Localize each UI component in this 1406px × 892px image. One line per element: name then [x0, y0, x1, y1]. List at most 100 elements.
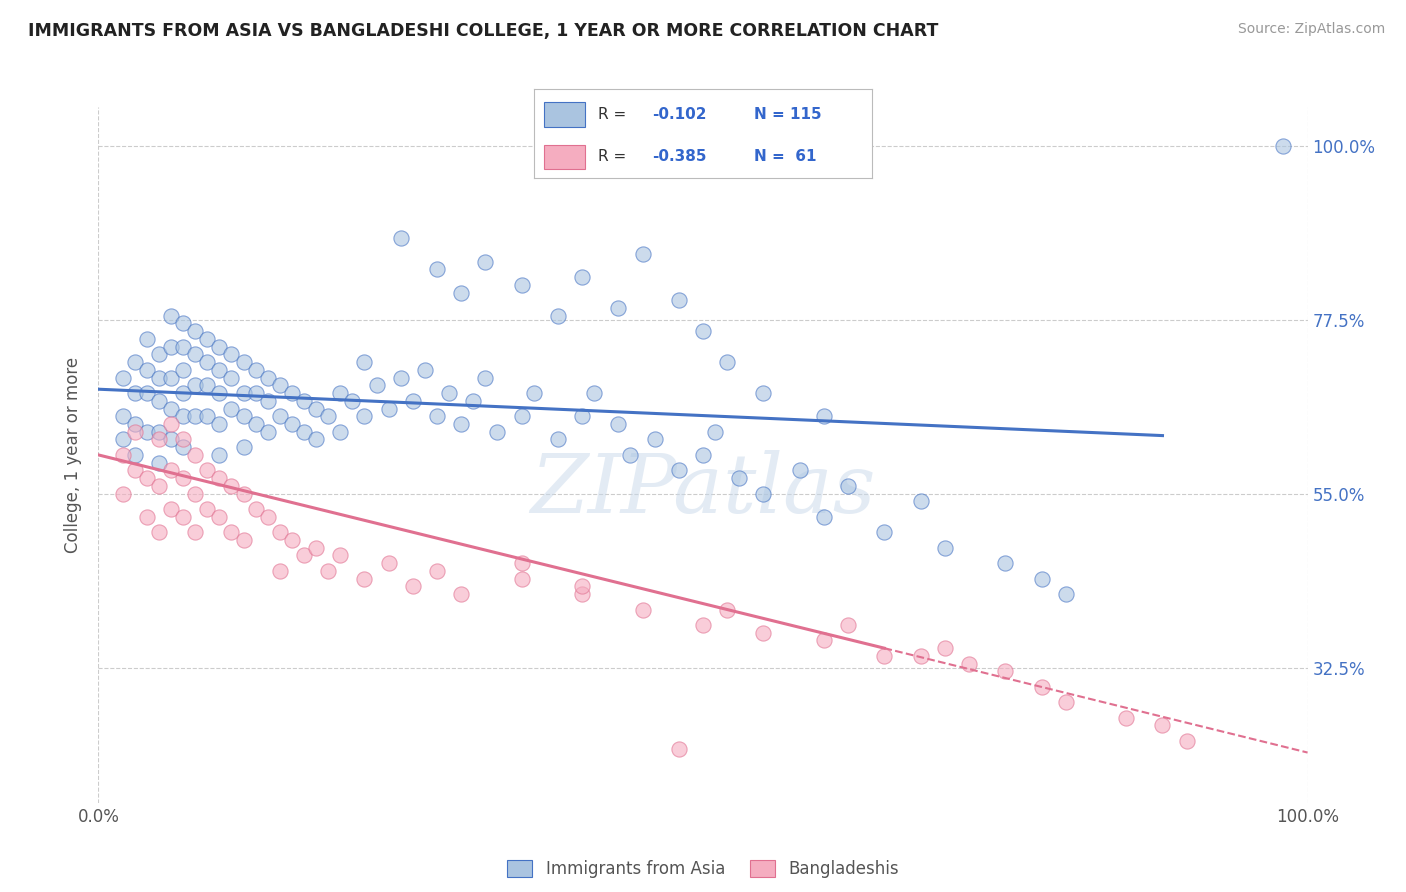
- Point: [195, 409, 218, 424]
- Point: [1031, 680, 1053, 694]
- Point: [486, 425, 509, 439]
- Point: [256, 370, 278, 384]
- Point: [124, 448, 146, 462]
- Point: [195, 463, 218, 477]
- Point: [160, 370, 183, 384]
- Point: [1175, 734, 1198, 748]
- Point: [547, 309, 569, 323]
- Point: [353, 572, 375, 586]
- Point: [910, 494, 932, 508]
- Point: [910, 648, 932, 663]
- Text: N = 115: N = 115: [754, 107, 821, 121]
- Point: [994, 556, 1017, 570]
- Point: [463, 393, 485, 408]
- Point: [148, 347, 170, 361]
- Point: [208, 340, 231, 354]
- Point: [329, 425, 352, 439]
- Point: [148, 393, 170, 408]
- Point: [873, 648, 896, 663]
- Point: [148, 479, 170, 493]
- Point: [692, 448, 714, 462]
- Point: [813, 509, 835, 524]
- Point: [402, 579, 425, 593]
- Point: [160, 502, 183, 516]
- Point: [316, 409, 339, 424]
- Point: [752, 486, 775, 500]
- Point: [160, 401, 183, 416]
- Point: [437, 386, 460, 401]
- Point: [245, 363, 267, 377]
- Text: N =  61: N = 61: [754, 150, 815, 164]
- Point: [644, 433, 666, 447]
- Point: [704, 425, 727, 439]
- Point: [245, 502, 267, 516]
- Point: [172, 363, 194, 377]
- Point: [148, 433, 170, 447]
- Point: [353, 355, 375, 369]
- Point: [752, 625, 775, 640]
- Point: [583, 386, 606, 401]
- Point: [1152, 718, 1174, 732]
- Point: [510, 556, 533, 570]
- Point: [305, 541, 328, 555]
- Point: [172, 386, 194, 401]
- Point: [450, 417, 472, 431]
- Point: [413, 363, 436, 377]
- Point: [873, 525, 896, 540]
- Point: [269, 378, 291, 392]
- Point: [172, 471, 194, 485]
- Point: [281, 417, 304, 431]
- Point: [571, 587, 593, 601]
- Point: [389, 370, 412, 384]
- Point: [607, 301, 630, 315]
- Text: Source: ZipAtlas.com: Source: ZipAtlas.com: [1237, 22, 1385, 37]
- Point: [111, 433, 134, 447]
- Point: [292, 425, 315, 439]
- Point: [957, 657, 980, 671]
- Point: [389, 231, 412, 245]
- Point: [1115, 711, 1137, 725]
- Point: [607, 417, 630, 431]
- Point: [269, 409, 291, 424]
- Point: [148, 425, 170, 439]
- Point: [221, 401, 243, 416]
- Point: [111, 409, 134, 424]
- Point: [195, 378, 218, 392]
- Point: [329, 386, 352, 401]
- Point: [269, 525, 291, 540]
- Point: [631, 602, 654, 616]
- Point: [184, 409, 207, 424]
- Point: [716, 602, 738, 616]
- Point: [474, 370, 496, 384]
- Point: [292, 393, 315, 408]
- Legend: Immigrants from Asia, Bangladeshis: Immigrants from Asia, Bangladeshis: [501, 854, 905, 885]
- Point: [135, 471, 157, 485]
- Point: [221, 347, 243, 361]
- Point: [195, 502, 218, 516]
- Point: [135, 332, 157, 346]
- Point: [160, 433, 183, 447]
- Point: [342, 393, 364, 408]
- Text: -0.385: -0.385: [652, 150, 707, 164]
- Y-axis label: College, 1 year or more: College, 1 year or more: [65, 357, 83, 553]
- Point: [124, 386, 146, 401]
- Point: [426, 262, 449, 277]
- Point: [172, 440, 194, 454]
- Point: [232, 386, 254, 401]
- Point: [510, 409, 533, 424]
- Point: [160, 417, 183, 431]
- Point: [160, 463, 183, 477]
- Point: [184, 347, 207, 361]
- Point: [281, 533, 304, 547]
- Point: [135, 425, 157, 439]
- Point: [245, 417, 267, 431]
- Point: [208, 386, 231, 401]
- Point: [232, 440, 254, 454]
- Point: [208, 363, 231, 377]
- Point: [692, 618, 714, 632]
- Point: [292, 549, 315, 563]
- Point: [305, 401, 328, 416]
- Point: [232, 486, 254, 500]
- Point: [934, 541, 956, 555]
- Point: [1054, 587, 1077, 601]
